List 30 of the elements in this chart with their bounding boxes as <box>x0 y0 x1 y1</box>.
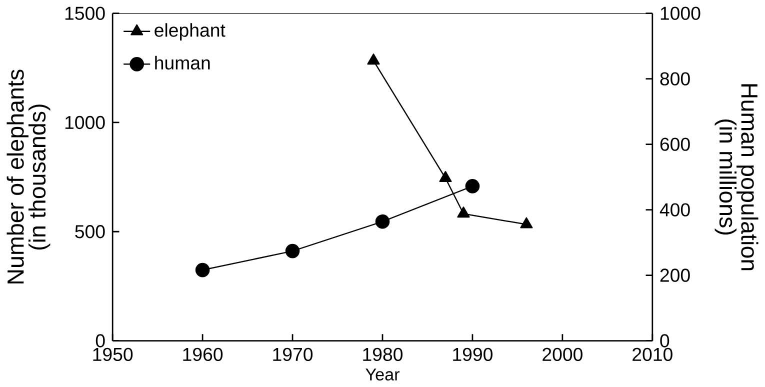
y-tick-label: 1000 <box>65 116 105 129</box>
y2-tick-label: 800 <box>660 72 690 86</box>
y2-tick-label: 0 <box>660 334 670 348</box>
legend-label: elephant <box>154 23 226 40</box>
point <box>439 170 452 182</box>
x-tick-label: 2010 <box>632 348 672 361</box>
y2-tick-label: 1000 <box>660 6 700 20</box>
point <box>457 206 470 218</box>
y-tick-label: 1500 <box>65 6 105 20</box>
y-tick-label: 0 <box>96 334 105 348</box>
point <box>520 217 533 228</box>
x-tick-label: 1960 <box>183 348 223 361</box>
y-tick-label: 500 <box>75 224 105 238</box>
x-tick-label: 1950 <box>93 348 133 361</box>
point <box>285 244 300 258</box>
x-tick-label: 1970 <box>273 348 313 361</box>
y-axis-title: Number of elephants (in thousands) <box>6 70 50 284</box>
point <box>367 53 380 64</box>
point <box>465 178 480 194</box>
point <box>375 214 390 229</box>
x-tick-label: 1990 <box>453 348 492 361</box>
y2-axis-title: Human population (in millions) <box>714 84 758 270</box>
x-tick-label: 2000 <box>542 348 582 361</box>
x-axis-title: Year <box>366 368 400 380</box>
y2-tick-label: 600 <box>660 138 690 151</box>
x-tick-label: 1980 <box>363 348 403 361</box>
point <box>195 262 210 278</box>
legend-label: human <box>155 56 210 70</box>
y2-tick-label: 200 <box>660 268 690 282</box>
y2-tick-label: 400 <box>660 203 690 216</box>
